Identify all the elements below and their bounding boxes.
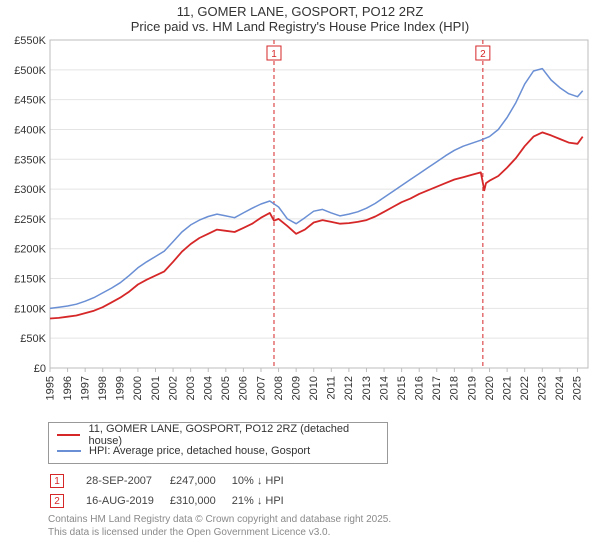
marker-cell-delta: 10% ↓ HPI bbox=[232, 472, 298, 490]
title-line-1: 11, GOMER LANE, GOSPORT, PO12 2RZ bbox=[6, 4, 594, 19]
marker-row: 1 28-SEP-2007£247,00010% ↓ HPI bbox=[50, 472, 298, 490]
chart-svg: £0 £50K £100K £150K £200K £250K £300K £350K £400… bbox=[6, 36, 592, 416]
x-tick-label: 2009 bbox=[290, 376, 302, 400]
x-tick-label: 1995 bbox=[44, 376, 56, 400]
marker-row: 2 16-AUG-2019£310,00021% ↓ HPI bbox=[50, 492, 298, 510]
x-tick-label: 2024 bbox=[554, 376, 566, 400]
y-tick-label: £350K bbox=[14, 154, 46, 166]
y-tick-label: £500K bbox=[14, 65, 46, 77]
y-tick-label: £300K bbox=[14, 184, 46, 196]
y-tick-label: £150K bbox=[14, 274, 46, 286]
titles-block: 11, GOMER LANE, GOSPORT, PO12 2RZ Price … bbox=[6, 4, 594, 34]
x-tick-label: 2006 bbox=[238, 376, 250, 400]
legend-swatch bbox=[57, 434, 80, 436]
y-tick-label: £100K bbox=[14, 303, 46, 315]
x-tick-label: 2007 bbox=[255, 376, 267, 400]
x-tick-label: 2001 bbox=[150, 376, 162, 400]
y-tick-label: £250K bbox=[14, 214, 46, 226]
x-tick-label: 2010 bbox=[308, 376, 320, 400]
x-tick-label: 1999 bbox=[115, 376, 127, 400]
marker-box-icon: 1 bbox=[50, 474, 64, 488]
marker-cell-price: £247,000 bbox=[170, 472, 230, 490]
marker-cell-date: 16-AUG-2019 bbox=[86, 492, 168, 510]
x-tick-label: 2023 bbox=[537, 376, 549, 400]
y-tick-label: £200K bbox=[14, 244, 46, 256]
x-tick-label: 1997 bbox=[79, 376, 91, 400]
x-tick-label: 2025 bbox=[572, 376, 584, 400]
footer-line-2: This data is licensed under the Open Gov… bbox=[48, 527, 594, 540]
markers-table: 1 28-SEP-2007£247,00010% ↓ HPI 2 16-AUG-201… bbox=[48, 470, 300, 512]
y-tick-label: £550K bbox=[14, 36, 46, 47]
x-tick-label: 2012 bbox=[343, 376, 355, 400]
x-tick-label: 2004 bbox=[203, 376, 215, 400]
chart-area: £0 £50K £100K £150K £200K £250K £300K £350K £400… bbox=[6, 36, 592, 416]
legend-box: 11, GOMER LANE, GOSPORT, PO12 2RZ (detac… bbox=[48, 422, 388, 464]
footer-line-1: Contains HM Land Registry data © Crown c… bbox=[48, 514, 594, 527]
x-tick-label: 1996 bbox=[62, 376, 74, 400]
legend-swatch bbox=[57, 450, 81, 452]
x-tick-label: 2015 bbox=[396, 376, 408, 400]
marker-number: 2 bbox=[480, 49, 486, 60]
x-tick-label: 2021 bbox=[501, 376, 513, 400]
marker-number: 1 bbox=[271, 49, 277, 60]
x-tick-label: 2018 bbox=[449, 376, 461, 400]
x-tick-label: 2011 bbox=[326, 376, 338, 400]
x-tick-label: 2002 bbox=[167, 376, 179, 400]
y-tick-label: £450K bbox=[14, 95, 46, 107]
chart-container: 11, GOMER LANE, GOSPORT, PO12 2RZ Price … bbox=[0, 0, 600, 560]
x-tick-label: 2000 bbox=[132, 376, 144, 400]
plot-bg bbox=[50, 40, 588, 368]
marker-cell-n: 1 bbox=[50, 472, 84, 490]
y-tick-label: £50K bbox=[20, 333, 46, 345]
x-tick-label: 1998 bbox=[97, 376, 109, 400]
x-tick-label: 2013 bbox=[361, 376, 373, 400]
legend-row: 11, GOMER LANE, GOSPORT, PO12 2RZ (detac… bbox=[57, 427, 379, 443]
marker-cell-n: 2 bbox=[50, 492, 84, 510]
marker-cell-date: 28-SEP-2007 bbox=[86, 472, 168, 490]
x-tick-label: 2020 bbox=[484, 376, 496, 400]
legend-label: 11, GOMER LANE, GOSPORT, PO12 2RZ (detac… bbox=[88, 423, 379, 447]
x-tick-label: 2005 bbox=[220, 376, 232, 400]
marker-cell-price: £310,000 bbox=[170, 492, 230, 510]
y-tick-label: £400K bbox=[14, 124, 46, 136]
footer-block: Contains HM Land Registry data © Crown c… bbox=[48, 514, 594, 539]
title-line-2: Price paid vs. HM Land Registry's House … bbox=[6, 19, 594, 34]
x-tick-label: 2003 bbox=[185, 376, 197, 400]
legend-label: HPI: Average price, detached house, Gosp… bbox=[89, 445, 310, 457]
x-tick-label: 2016 bbox=[414, 376, 426, 400]
marker-cell-delta: 21% ↓ HPI bbox=[232, 492, 298, 510]
y-tick-label: £0 bbox=[34, 363, 46, 375]
x-tick-label: 2014 bbox=[378, 376, 390, 400]
marker-box-icon: 2 bbox=[50, 494, 64, 508]
x-tick-label: 2017 bbox=[431, 376, 443, 400]
x-tick-label: 2008 bbox=[273, 376, 285, 400]
x-tick-label: 2022 bbox=[519, 376, 531, 400]
x-tick-label: 2019 bbox=[466, 376, 478, 400]
